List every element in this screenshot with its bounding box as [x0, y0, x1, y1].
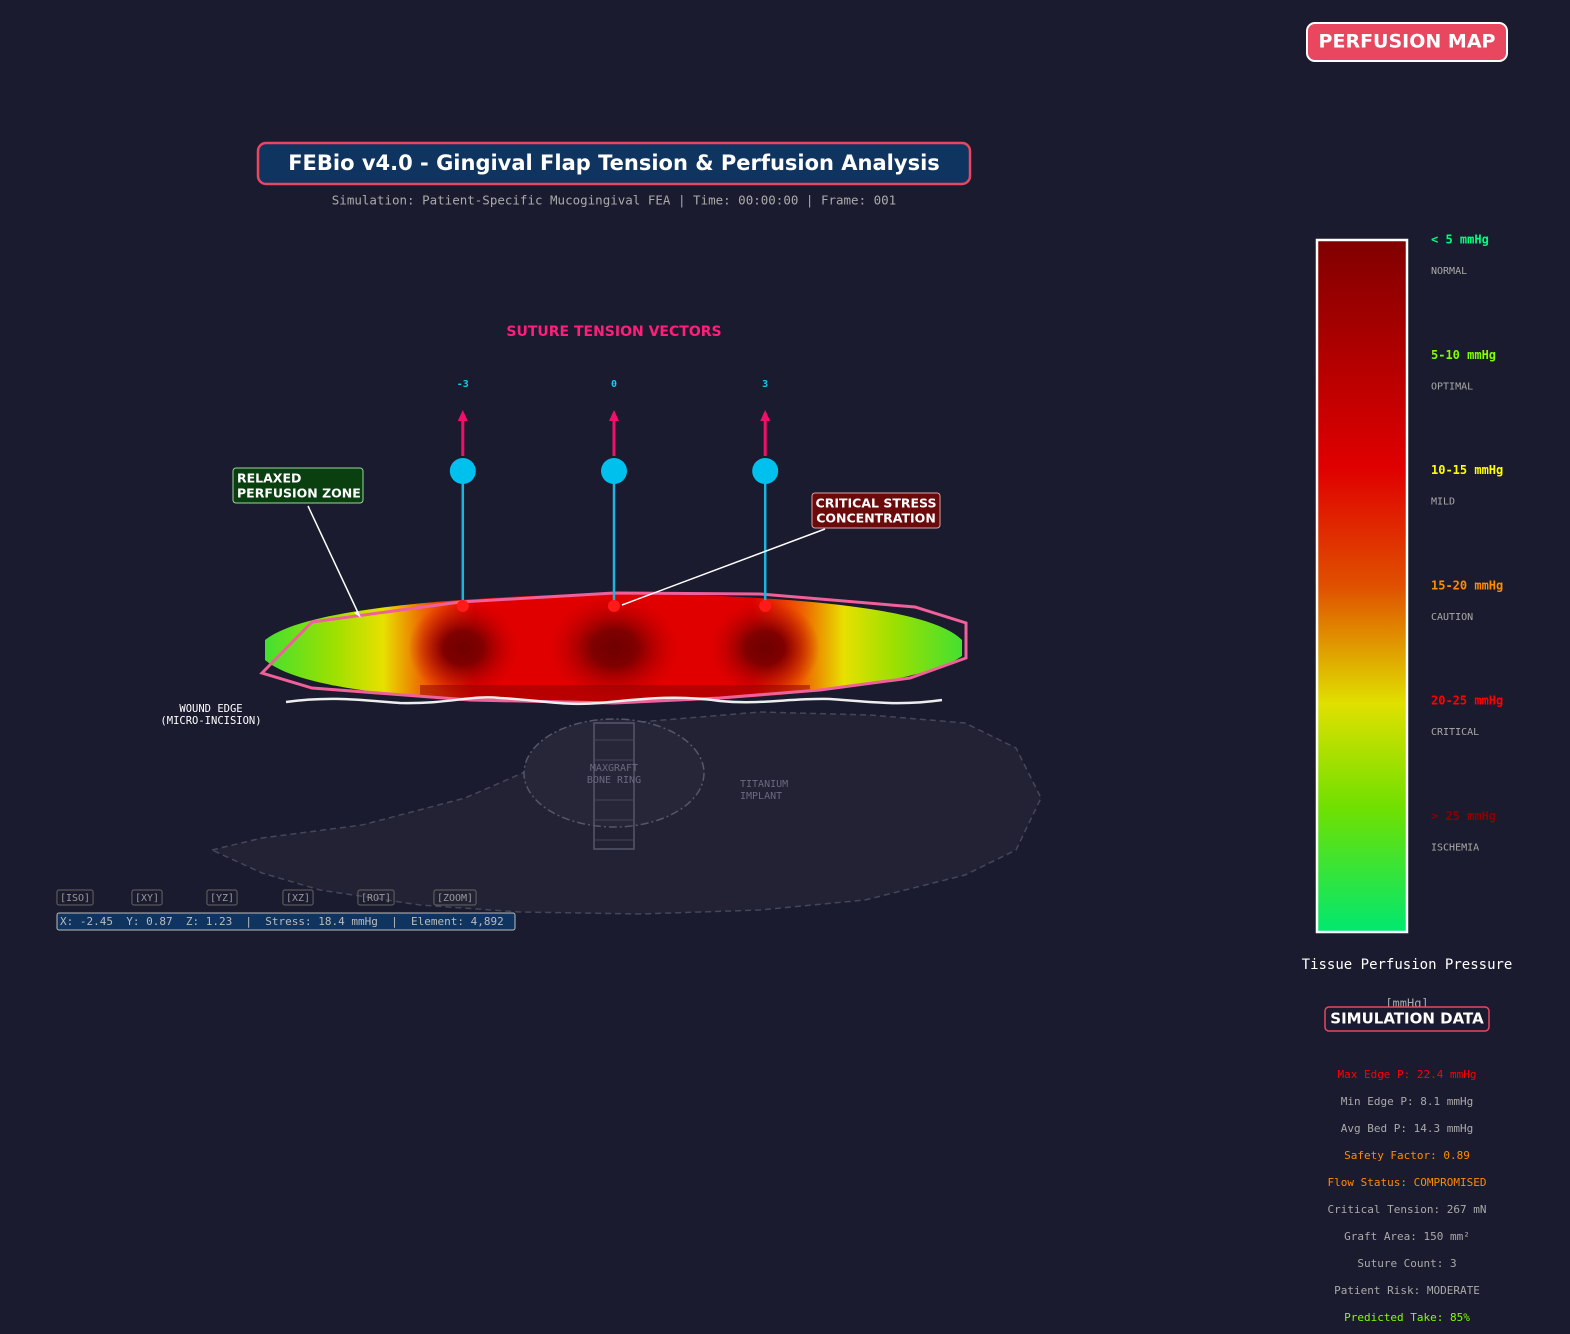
title: FEBio v4.0 - Gingival Flap Tension & Per… — [288, 151, 940, 175]
suture-label: -3 — [457, 379, 469, 390]
implant-threads — [594, 739, 634, 841]
legend-title: Tissue Perfusion Pressure — [1302, 957, 1513, 973]
callout-line — [621, 528, 826, 606]
toolbar-button[interactable] — [433, 889, 477, 906]
sim-title-box — [1324, 1006, 1490, 1032]
legend-range: 20-25 mmHg — [1431, 694, 1503, 708]
critical-box — [811, 492, 941, 529]
suture-entry — [456, 600, 469, 612]
colorbar — [1315, 238, 1409, 934]
implant-body — [593, 722, 635, 850]
toolbar-button[interactable] — [357, 889, 395, 906]
sim-line: Predicted Take: 85% — [1344, 1311, 1470, 1324]
toolbar-button[interactable] — [56, 889, 94, 906]
critical-label: CONCENTRATION — [816, 511, 936, 526]
toolbar-button[interactable] — [131, 889, 163, 906]
toolbar-label: [YZ] — [210, 893, 234, 904]
implant-label: TITANIUM — [740, 779, 788, 790]
sim-line: Avg Bed P: 14.3 mmHg — [1341, 1122, 1473, 1135]
suture-entry — [759, 600, 772, 612]
legend-label: CRITICAL — [1431, 727, 1479, 738]
critical-label: CRITICAL STRESS — [816, 496, 937, 511]
suture-label: 0 — [611, 379, 617, 390]
legend-label: CAUTION — [1431, 612, 1473, 623]
sim-title: SIMULATION DATA — [1330, 1010, 1484, 1028]
sim-line: Flow Status: COMPROMISED — [1328, 1176, 1487, 1189]
sim-line: Patient Risk: MODERATE — [1334, 1284, 1480, 1297]
toolbar-label: [ROT] — [361, 893, 391, 904]
tension-arrowhead — [457, 410, 468, 421]
callout-arrow — [354, 611, 360, 617]
bone-label: BONE RING — [587, 775, 641, 786]
legend-range: 15-20 mmHg — [1431, 578, 1503, 592]
legend-label: MILD — [1431, 497, 1455, 508]
legend-range: < 5 mmHg — [1431, 233, 1489, 247]
toolbar-label: [XZ] — [286, 893, 310, 904]
legend-label: ISCHEMIA — [1431, 843, 1479, 854]
suture-label: 3 — [762, 379, 768, 390]
wound-label: WOUND EDGE — [179, 703, 242, 715]
toolbar-label: [XY] — [135, 893, 159, 904]
toolbar-label: [ZOOM] — [437, 893, 473, 904]
legend-range: 10-15 mmHg — [1431, 463, 1503, 477]
sim-line: Min Edge P: 8.1 mmHg — [1341, 1095, 1473, 1108]
legend-range: > 25 mmHg — [1431, 809, 1496, 823]
legend-label: OPTIMAL — [1431, 381, 1473, 392]
status: X: -2.45 Y: 0.87 Z: 1.23 | Stress: 18.4 … — [60, 915, 504, 928]
suture-knot — [752, 458, 779, 484]
suture-entry — [608, 600, 620, 612]
implant-label: IMPLANT — [740, 791, 782, 802]
tension-arrowhead — [760, 410, 771, 421]
title-box — [256, 141, 972, 186]
sim-line: Graft Area: 150 mm² — [1344, 1230, 1470, 1243]
relaxed-label: RELAXED — [237, 471, 301, 486]
wound-edge — [285, 696, 943, 706]
suture-title: SUTURE TENSION VECTORS — [506, 324, 721, 340]
wound-label: (MICRO-INCISION) — [160, 715, 261, 727]
toolbar-button[interactable] — [282, 889, 314, 906]
sim-line: Safety Factor: 0.89 — [1344, 1149, 1470, 1162]
legend-label: NORMAL — [1431, 266, 1467, 277]
relaxed-box — [232, 467, 364, 504]
legend-range: 5-10 mmHg — [1431, 348, 1496, 362]
suture-knot — [449, 458, 476, 484]
subtitle: Simulation: Patient-Specific Mucogingiva… — [332, 193, 896, 208]
toolbar-label: [ISO] — [60, 893, 90, 904]
sim-line: Max Edge P: 22.4 mmHg — [1337, 1068, 1476, 1081]
relaxed-label: PERFUSION ZONE — [237, 486, 361, 501]
suture-knot — [601, 458, 627, 484]
badge: PERFUSION MAP — [1319, 31, 1496, 53]
tension-arrowhead — [609, 410, 619, 421]
toolbar-button[interactable] — [206, 889, 238, 906]
sim-line: Critical Tension: 267 mN — [1328, 1203, 1487, 1216]
badge-box — [1306, 22, 1508, 62]
callout-line — [307, 505, 361, 618]
flap-outline — [259, 591, 968, 705]
status-box — [56, 912, 516, 931]
bone-label: MAXGRAFT — [590, 763, 638, 774]
sim-line: Suture Count: 3 — [1357, 1257, 1456, 1270]
bone-ring — [523, 718, 705, 828]
